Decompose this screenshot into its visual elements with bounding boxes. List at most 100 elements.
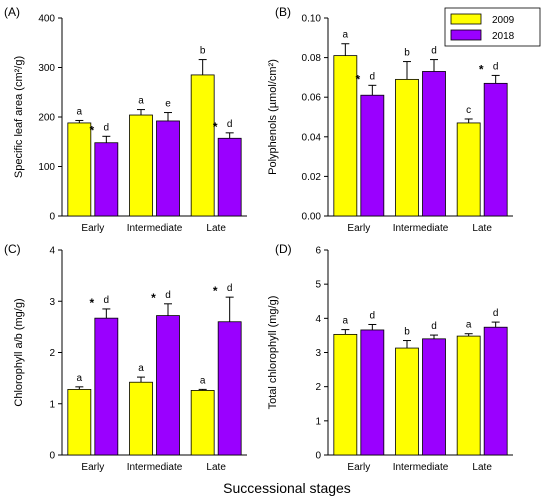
panel-b-ylabel: Polyphenols (µmol/cm²) bbox=[267, 59, 279, 175]
panel-b-sig-letter: d bbox=[370, 71, 376, 82]
panel-d-ylabel: Total chlorophyll (mg/g) bbox=[267, 296, 279, 410]
panel-d-ytick-label: 6 bbox=[315, 246, 321, 257]
panel-c-sig-letter: d bbox=[227, 283, 233, 294]
panel-b-sig-letter: a bbox=[343, 30, 349, 41]
panel-c-bar-2009-late bbox=[190, 390, 215, 456]
panel-a-sig-star: * bbox=[213, 120, 218, 134]
panel-a-xtick-label: Early bbox=[81, 223, 104, 234]
panel-d-xtick-label: Early bbox=[347, 462, 370, 473]
panel-c-ytick-label: 2 bbox=[49, 348, 55, 359]
panel-a-ytick-label: 400 bbox=[38, 14, 55, 25]
panel-c-label: (C) bbox=[4, 242, 21, 256]
panel-c-sig-letter: a bbox=[77, 373, 83, 384]
panel-a-bar-2018-early bbox=[94, 142, 119, 217]
panel-d-ytick-label: 2 bbox=[315, 382, 321, 393]
panel-a-sig-star: * bbox=[89, 123, 94, 137]
panel-b-xtick-label: Early bbox=[347, 223, 370, 234]
panel-a-ytick-label: 300 bbox=[38, 63, 55, 74]
legend: 2009 2018 bbox=[444, 7, 541, 47]
panel-d-sig-letter: a bbox=[466, 320, 472, 331]
panel-c-xtick-label: Early bbox=[81, 462, 104, 473]
panel-c-sig-letter: a bbox=[200, 375, 206, 386]
panel-a-sig-letter: d bbox=[227, 119, 233, 130]
panel-c-sig-letter: a bbox=[138, 363, 144, 374]
panel-b-ytick-label: 0.04 bbox=[302, 132, 322, 143]
panel-b-sig-star: * bbox=[479, 62, 484, 76]
panel-d-ytick-label: 0 bbox=[315, 451, 321, 462]
panel-a-bar-2009-intermediate bbox=[129, 114, 153, 217]
panel-c-ytick-label: 1 bbox=[49, 399, 55, 410]
panel-c-ylabel: Chlorophyll a/b (mg/g) bbox=[13, 298, 25, 406]
panel-c-sig-star: * bbox=[151, 291, 156, 305]
panel-a-ytick-label: 100 bbox=[38, 162, 55, 173]
legend-label-2009: 2009 bbox=[492, 15, 515, 26]
panel-c: (C) 0 1 2 3 4 Chlorophyll a/b (mg/g) a d Early * a d… bbox=[4, 242, 247, 473]
panel-a-sig-letter: d bbox=[104, 122, 110, 133]
panel-b-bar-2009-late bbox=[456, 122, 481, 217]
panel-a-bar-2018-late bbox=[217, 137, 242, 217]
panel-d-sig-letter: b bbox=[404, 327, 410, 338]
panel-c-sig-star: * bbox=[89, 296, 94, 310]
panel-b-sig-letter: c bbox=[466, 105, 471, 116]
panel-d-xtick-label: Late bbox=[472, 462, 492, 473]
panel-d-bar-2018-late bbox=[483, 326, 508, 456]
panel-a-ylabel: Specific leaf area (cm²/g) bbox=[13, 56, 25, 178]
panel-b-ytick-label: 0.00 bbox=[302, 212, 322, 223]
panel-d-sig-letter: d bbox=[493, 308, 499, 319]
panel-b-bar-2018-intermediate bbox=[422, 71, 446, 217]
panel-b-bar-2009-early bbox=[333, 55, 358, 217]
panel-d-label: (D) bbox=[275, 242, 292, 256]
panel-d-ytick-label: 3 bbox=[315, 348, 321, 359]
figure-xlabel: Successional stages bbox=[223, 480, 351, 496]
panel-d-ytick-label: 1 bbox=[315, 416, 321, 427]
panel-c-xtick-label: Late bbox=[206, 462, 226, 473]
panel-b-ytick-label: 0.08 bbox=[302, 53, 322, 64]
panel-d-ytick-label: 5 bbox=[315, 280, 321, 291]
panel-a-bar-2018-intermediate bbox=[156, 120, 180, 217]
panel-d-sig-letter: d bbox=[370, 310, 376, 321]
panel-b-bar-2018-early bbox=[360, 94, 385, 217]
panel-a-bar-2009-late bbox=[190, 74, 215, 217]
panel-d: (D) 0 1 2 3 4 5 6 Total chlorophyll (mg/g) a d Earl… bbox=[267, 242, 513, 473]
panel-c-bar-2009-early bbox=[67, 388, 92, 456]
legend-swatch-2018 bbox=[450, 29, 482, 41]
panel-a-ytick-label: 0 bbox=[49, 212, 55, 223]
panel-d-ytick-label: 4 bbox=[315, 314, 321, 325]
panel-b: (B) 0.00 0.02 0.04 0.06 0.08 0.10 Polyphenols (… bbox=[267, 5, 513, 234]
panel-b-xtick-label: Intermediate bbox=[393, 223, 449, 234]
panel-a-sig-letter: e bbox=[165, 99, 171, 110]
panel-a-sig-letter: b bbox=[200, 46, 206, 57]
panel-b-ytick-label: 0.06 bbox=[302, 93, 322, 104]
panel-c-ytick-label: 3 bbox=[49, 297, 55, 308]
panel-c-sig-star: * bbox=[213, 284, 218, 298]
panel-b-xtick-label: Late bbox=[472, 223, 492, 234]
panel-c-bar-2009-intermediate bbox=[129, 381, 153, 456]
panel-b-sig-star: * bbox=[355, 72, 360, 86]
panel-c-bar-2018-early bbox=[94, 317, 119, 456]
panel-a-label: (A) bbox=[4, 5, 20, 19]
legend-label-2018: 2018 bbox=[492, 31, 515, 42]
panel-d-bar-2009-early bbox=[333, 333, 358, 456]
panel-c-xtick-label: Intermediate bbox=[127, 462, 183, 473]
panel-b-sig-letter: b bbox=[404, 48, 410, 59]
panel-b-bar-2018-late bbox=[483, 82, 508, 217]
panel-d-xtick-label: Intermediate bbox=[393, 462, 449, 473]
panel-b-sig-letter: d bbox=[493, 61, 499, 72]
panel-b-label: (B) bbox=[275, 5, 291, 19]
panel-d-bar-2018-intermediate bbox=[422, 338, 446, 456]
panel-a-sig-letter: a bbox=[138, 96, 144, 107]
panel-c-ytick-label: 0 bbox=[49, 451, 55, 462]
panel-c-sig-letter: d bbox=[104, 295, 110, 306]
panel-d-sig-letter: a bbox=[343, 316, 349, 327]
panel-b-ytick-label: 0.02 bbox=[302, 172, 322, 183]
panel-d-bar-2009-late bbox=[456, 335, 481, 456]
panel-d-bar-2018-early bbox=[360, 329, 385, 456]
panel-a-ytick-label: 200 bbox=[38, 113, 55, 124]
panel-d-sig-letter: d bbox=[431, 321, 437, 332]
panel-b-sig-letter: d bbox=[431, 46, 437, 57]
panel-d-bar-2009-intermediate bbox=[395, 347, 419, 456]
panel-a-xtick-label: Intermediate bbox=[127, 223, 183, 234]
panel-b-ytick-label: 0.10 bbox=[302, 14, 322, 25]
panel-c-bar-2018-intermediate bbox=[156, 315, 180, 456]
